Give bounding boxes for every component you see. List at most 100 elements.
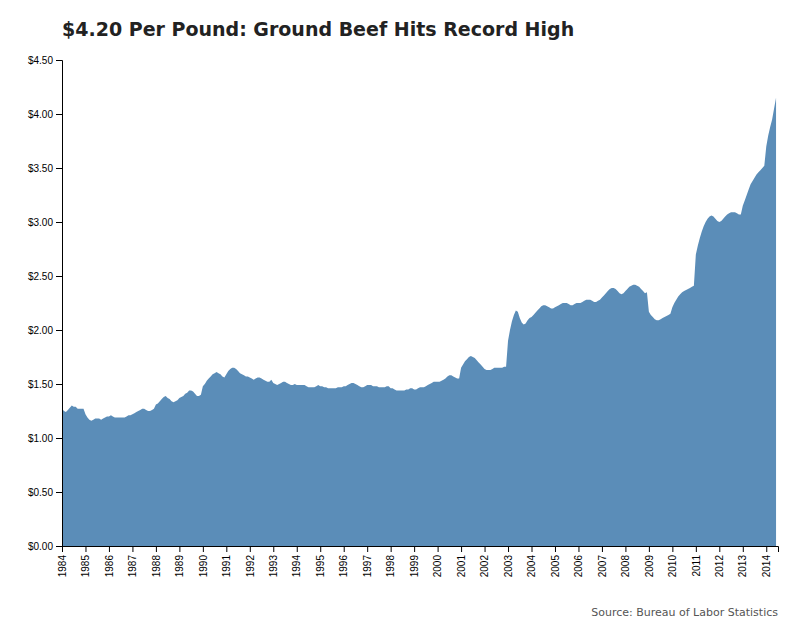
x-tick: 2014	[761, 546, 772, 577]
y-tick-mark	[56, 168, 62, 169]
x-tick-label: 1995	[315, 555, 326, 578]
x-tick-mark	[132, 546, 133, 552]
y-tick-label: $2.00	[28, 325, 53, 336]
x-tick-label: 1985	[80, 555, 91, 578]
x-tick: 2013	[737, 546, 748, 577]
x-tick-mark	[344, 546, 345, 552]
y-tick: $2.00	[28, 325, 62, 336]
x-tick: 1987	[127, 546, 138, 577]
x-tick-mark	[297, 546, 298, 552]
x-tick-mark	[696, 546, 697, 552]
x-tick-label: 2010	[667, 555, 678, 578]
x-tick-mark	[555, 546, 556, 552]
x-tick-mark	[273, 546, 274, 552]
x-tick: 1999	[409, 546, 420, 577]
x-tick-label: 2005	[550, 555, 561, 578]
x-tick-mark	[156, 546, 157, 552]
x-tick: 1986	[104, 546, 115, 577]
x-tick-mark	[649, 546, 650, 552]
y-tick: $1.50	[28, 379, 62, 390]
x-tick: 2005	[550, 546, 561, 577]
x-tick: 1992	[245, 546, 256, 577]
x-tick-mark	[461, 546, 462, 552]
y-tick-mark	[56, 330, 62, 331]
x-tick-mark	[766, 546, 767, 552]
x-tick: 1997	[362, 546, 373, 577]
y-tick-label: $2.50	[28, 271, 53, 282]
x-tick: 2007	[597, 546, 608, 577]
x-tick-mark	[672, 546, 673, 552]
x-tick: 2011	[691, 546, 702, 577]
x-tick: 2010	[667, 546, 678, 577]
y-tick-label: $4.00	[28, 109, 53, 120]
x-tick: 1993	[268, 546, 279, 577]
y-tick: $4.50	[28, 55, 62, 66]
x-tick-label: 1993	[268, 555, 279, 578]
chart: 1984 1985 1986 1987 1988 1989 1990 1991 1992 1993…	[0, 0, 808, 626]
marks	[62, 98, 776, 546]
x-tick-mark	[532, 546, 533, 552]
x-tick-label: 2008	[620, 555, 631, 578]
x-tick-mark	[250, 546, 251, 552]
y-tick: $4.00	[28, 109, 62, 120]
x-tick: 1996	[338, 546, 349, 577]
x-tick-label: 2013	[737, 555, 748, 578]
y-axis-line	[56, 61, 63, 547]
y-tick-mark	[56, 492, 62, 493]
x-tick-mark	[743, 546, 744, 552]
y-tick: $3.50	[28, 163, 62, 174]
x-tick-label: 1986	[104, 555, 115, 578]
x-tick: 1994	[291, 546, 302, 577]
x-tick-mark	[719, 546, 720, 552]
x-tick-label: 2007	[597, 555, 608, 578]
x-tick-mark	[203, 546, 204, 552]
y-tick-mark	[56, 276, 62, 277]
y-tick: $2.50	[28, 271, 62, 282]
x-tick-label: 1997	[362, 555, 373, 578]
x-axis: 1984 1985 1986 1987 1988 1989 1990 1991 1992 1993…	[57, 546, 779, 577]
x-tick: 1990	[198, 546, 209, 577]
x-tick: 1991	[221, 546, 232, 577]
x-tick: 1988	[151, 546, 162, 577]
x-tick-label: 1998	[385, 555, 396, 578]
x-tick: 2002	[479, 546, 490, 577]
x-tick-label: 2001	[456, 555, 467, 578]
x-axis-line	[63, 547, 779, 553]
x-tick-label: 1989	[174, 555, 185, 578]
x-tick-label: 1991	[221, 555, 232, 578]
y-tick-label: $3.50	[28, 163, 53, 174]
x-tick: 2009	[644, 546, 655, 577]
x-tick-mark	[508, 546, 509, 552]
y-tick: $1.00	[28, 433, 62, 444]
x-tick: 2004	[526, 546, 537, 577]
x-tick: 1995	[315, 546, 326, 577]
x-tick: 2003	[503, 546, 514, 577]
area	[62, 98, 776, 546]
x-tick-label: 1996	[338, 555, 349, 578]
x-tick-label: 1994	[291, 555, 302, 578]
x-tick-label: 2000	[432, 555, 443, 578]
x-tick: 2000	[432, 546, 443, 577]
x-tick: 2006	[573, 546, 584, 577]
x-tick-label: 2003	[503, 555, 514, 578]
y-tick: $0.50	[28, 487, 62, 498]
x-tick-label: 1990	[198, 555, 209, 578]
x-tick-mark	[602, 546, 603, 552]
x-tick-mark	[414, 546, 415, 552]
x-tick-label: 2006	[573, 555, 584, 578]
x-tick-label: 2004	[526, 555, 537, 578]
y-tick-label: $0.00	[28, 541, 53, 552]
x-tick-mark	[578, 546, 579, 552]
x-tick-mark	[485, 546, 486, 552]
x-tick-mark	[85, 546, 86, 552]
x-tick: 1998	[385, 546, 396, 577]
x-tick: 1989	[174, 546, 185, 577]
y-tick-mark	[56, 60, 62, 61]
y-tick-label: $1.00	[28, 433, 53, 444]
plot: 1984 1985 1986 1987 1988 1989 1990 1991 1992 1993…	[28, 55, 779, 578]
x-tick: 2001	[456, 546, 467, 577]
x-tick-label: 1984	[57, 555, 68, 578]
x-tick-label: 1988	[151, 555, 162, 578]
y-tick-mark	[56, 438, 62, 439]
title: $4.20 Per Pound: Ground Beef Hits Record…	[62, 18, 574, 40]
